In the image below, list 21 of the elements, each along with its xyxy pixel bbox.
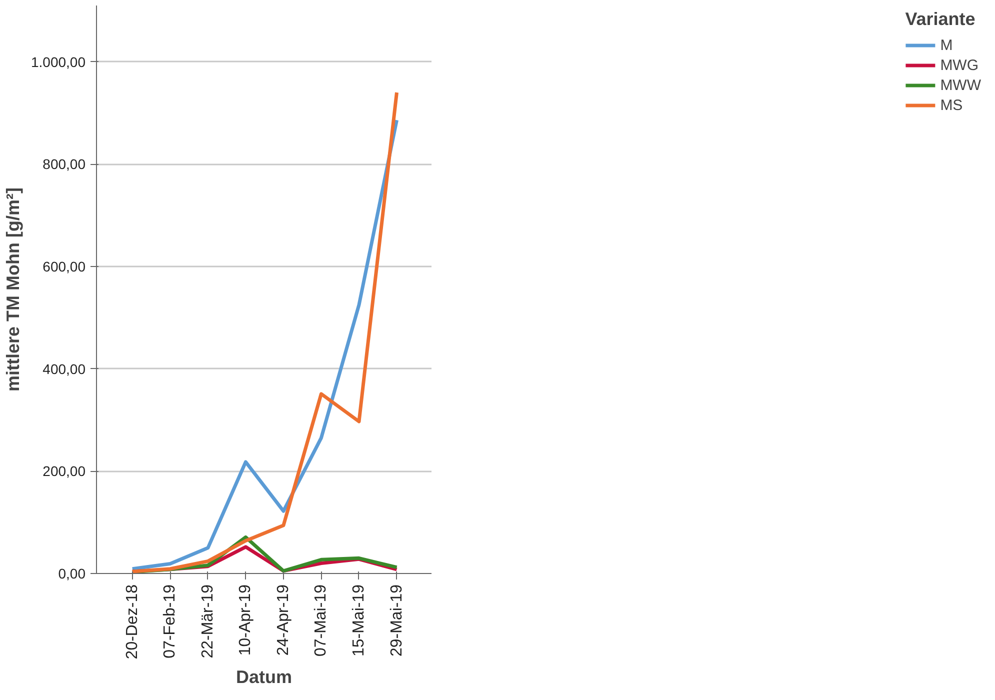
legend-label: MWG bbox=[940, 56, 979, 74]
x-axis-title: Datum bbox=[236, 667, 292, 688]
y-tick-label: 400,00 bbox=[42, 360, 86, 377]
x-tick-label: 20-Dez-18 bbox=[124, 584, 141, 660]
x-tick-label: 07-Mai-19 bbox=[312, 584, 330, 657]
y-tick-label: 0,00 bbox=[58, 566, 86, 582]
x-tick-label: 07-Feb-19 bbox=[162, 584, 179, 658]
legend-label: MWW bbox=[940, 76, 981, 94]
x-tick-label: 15-Mai-19 bbox=[350, 584, 368, 657]
y-tick-label: 200,00 bbox=[42, 463, 86, 480]
x-tick-label: 22-Mär-19 bbox=[199, 584, 216, 658]
x-tick-label: 29-Mai-19 bbox=[388, 584, 406, 657]
x-tick-label: 10-Apr-19 bbox=[237, 584, 254, 656]
y-tick-label: 600,00 bbox=[42, 258, 86, 274]
x-tick-label: 24-Apr-19 bbox=[274, 584, 292, 656]
y-tick-label: 800,00 bbox=[42, 156, 86, 172]
legend-label: M bbox=[940, 36, 954, 54]
legend-label: MS bbox=[940, 96, 963, 114]
y-tick-label: 1.000,00 bbox=[31, 54, 86, 70]
y-axis-title: mittlere TM Mohn [g/m²] bbox=[3, 188, 24, 392]
legend-title: Variante bbox=[905, 9, 976, 30]
